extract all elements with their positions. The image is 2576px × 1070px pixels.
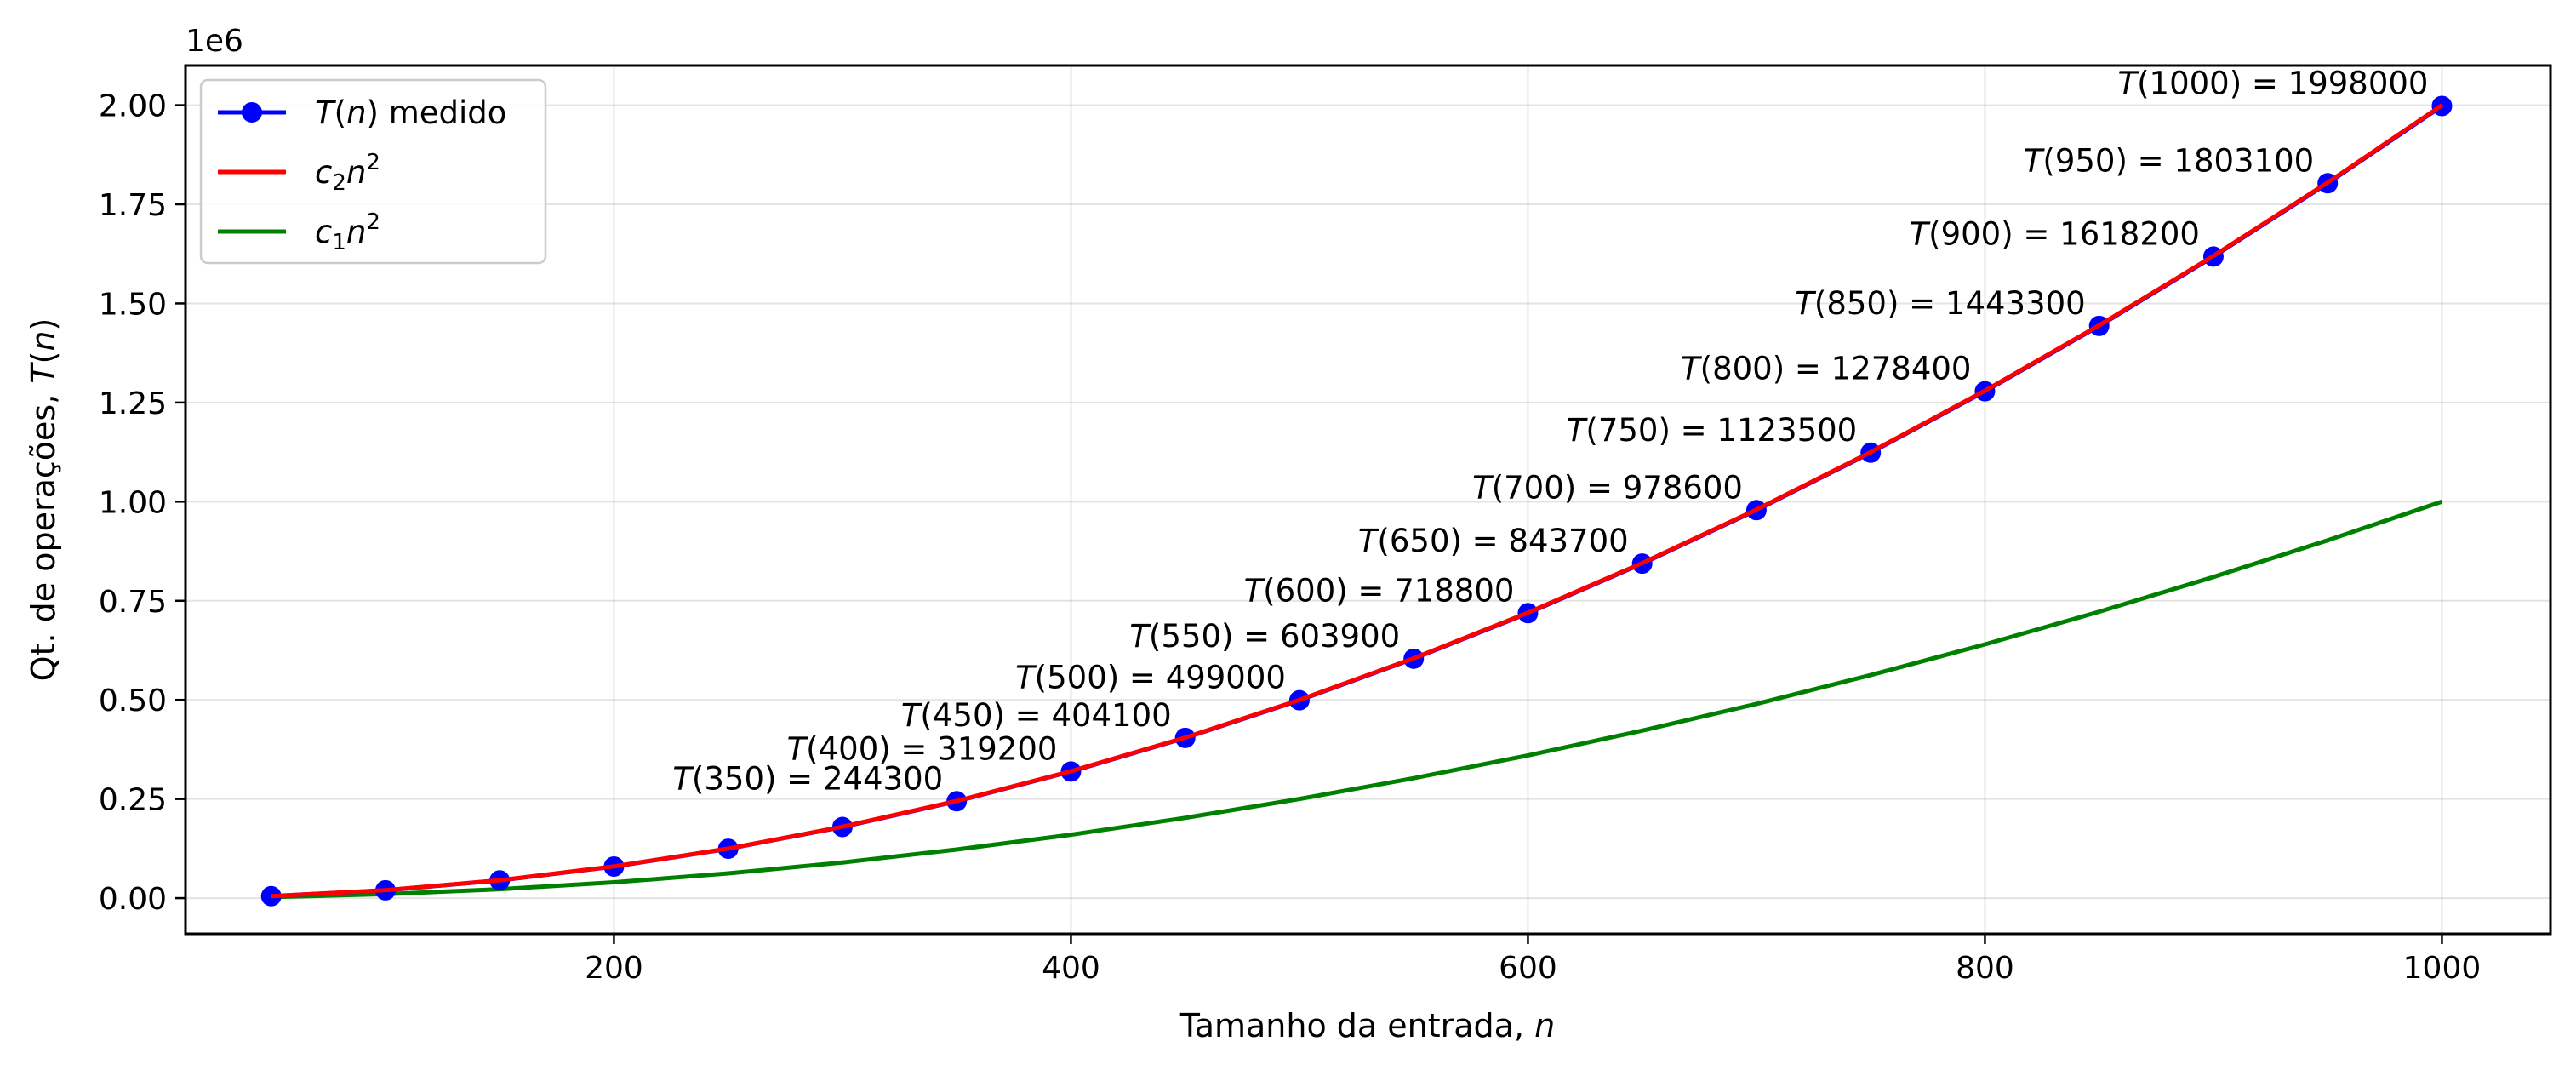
y-tick-label: 1.00 <box>99 485 167 520</box>
y-offset-text: 1e6 <box>186 24 243 59</box>
x-tick-label: 1000 <box>2403 951 2482 986</box>
legend: T(n) medido c2n2 c1n2 <box>199 78 547 265</box>
y-tick-label: 1.50 <box>99 287 167 322</box>
data-label: T(650) = 843700 <box>1358 523 1629 559</box>
y-tick-label: 1.25 <box>99 386 167 421</box>
data-label: T(550) = 603900 <box>1129 618 1400 655</box>
legend-label: c2n2 <box>315 150 380 196</box>
legend-box <box>199 78 547 265</box>
data-label: T(750) = 1123500 <box>1567 412 1857 449</box>
data-label: T(850) = 1443300 <box>1795 285 2085 322</box>
axes-frame <box>184 64 2552 936</box>
data-label: T(350) = 244300 <box>672 760 943 797</box>
y-axis-title: Qt. de operações, T(n) <box>25 318 62 682</box>
y-tick-label: 0.25 <box>99 783 167 818</box>
data-label: T(500) = 499000 <box>1015 660 1286 696</box>
y-tick-label: 0.50 <box>99 684 167 718</box>
data-label: T(400) = 319200 <box>787 730 1058 767</box>
legend-label: T(n) medido <box>315 94 506 131</box>
plot-area <box>186 66 2550 934</box>
data-point <box>260 885 282 907</box>
data-label: T(600) = 718800 <box>1244 572 1515 609</box>
data-label: T(800) = 1278400 <box>1681 351 1971 387</box>
series-line-c1n2 <box>271 499 2443 900</box>
x-tick-label: 400 <box>1042 951 1100 986</box>
data-label: T(450) = 404100 <box>901 697 1172 734</box>
x-tick-label: 800 <box>1956 951 2014 986</box>
ticks: 200 400 600 800 1000 0.00 0.25 0.50 0.75 1.00 1.25… <box>99 89 2481 986</box>
y-tick-label: 1.75 <box>99 188 167 223</box>
data-label: T(700) = 978600 <box>1472 469 1743 506</box>
data-label: T(1000) = 1998000 <box>2118 66 2429 102</box>
x-axis-title: Tamanho da entrada, n <box>1179 1007 1555 1044</box>
series-layer <box>260 95 2453 907</box>
y-tick-label: 0.00 <box>99 882 167 917</box>
data-label: T(950) = 1803100 <box>2024 142 2314 179</box>
legend-label: c1n2 <box>315 209 380 255</box>
y-tick-label: 2.00 <box>99 89 167 124</box>
grid <box>186 66 2550 934</box>
x-tick-label: 600 <box>1499 951 1557 986</box>
x-tick-label: 200 <box>585 951 643 986</box>
legend-marker <box>242 102 262 123</box>
series-line-c2n2 <box>271 103 2443 899</box>
y-tick-label: 0.75 <box>99 585 167 620</box>
data-label: T(900) = 1618200 <box>1910 215 2200 252</box>
